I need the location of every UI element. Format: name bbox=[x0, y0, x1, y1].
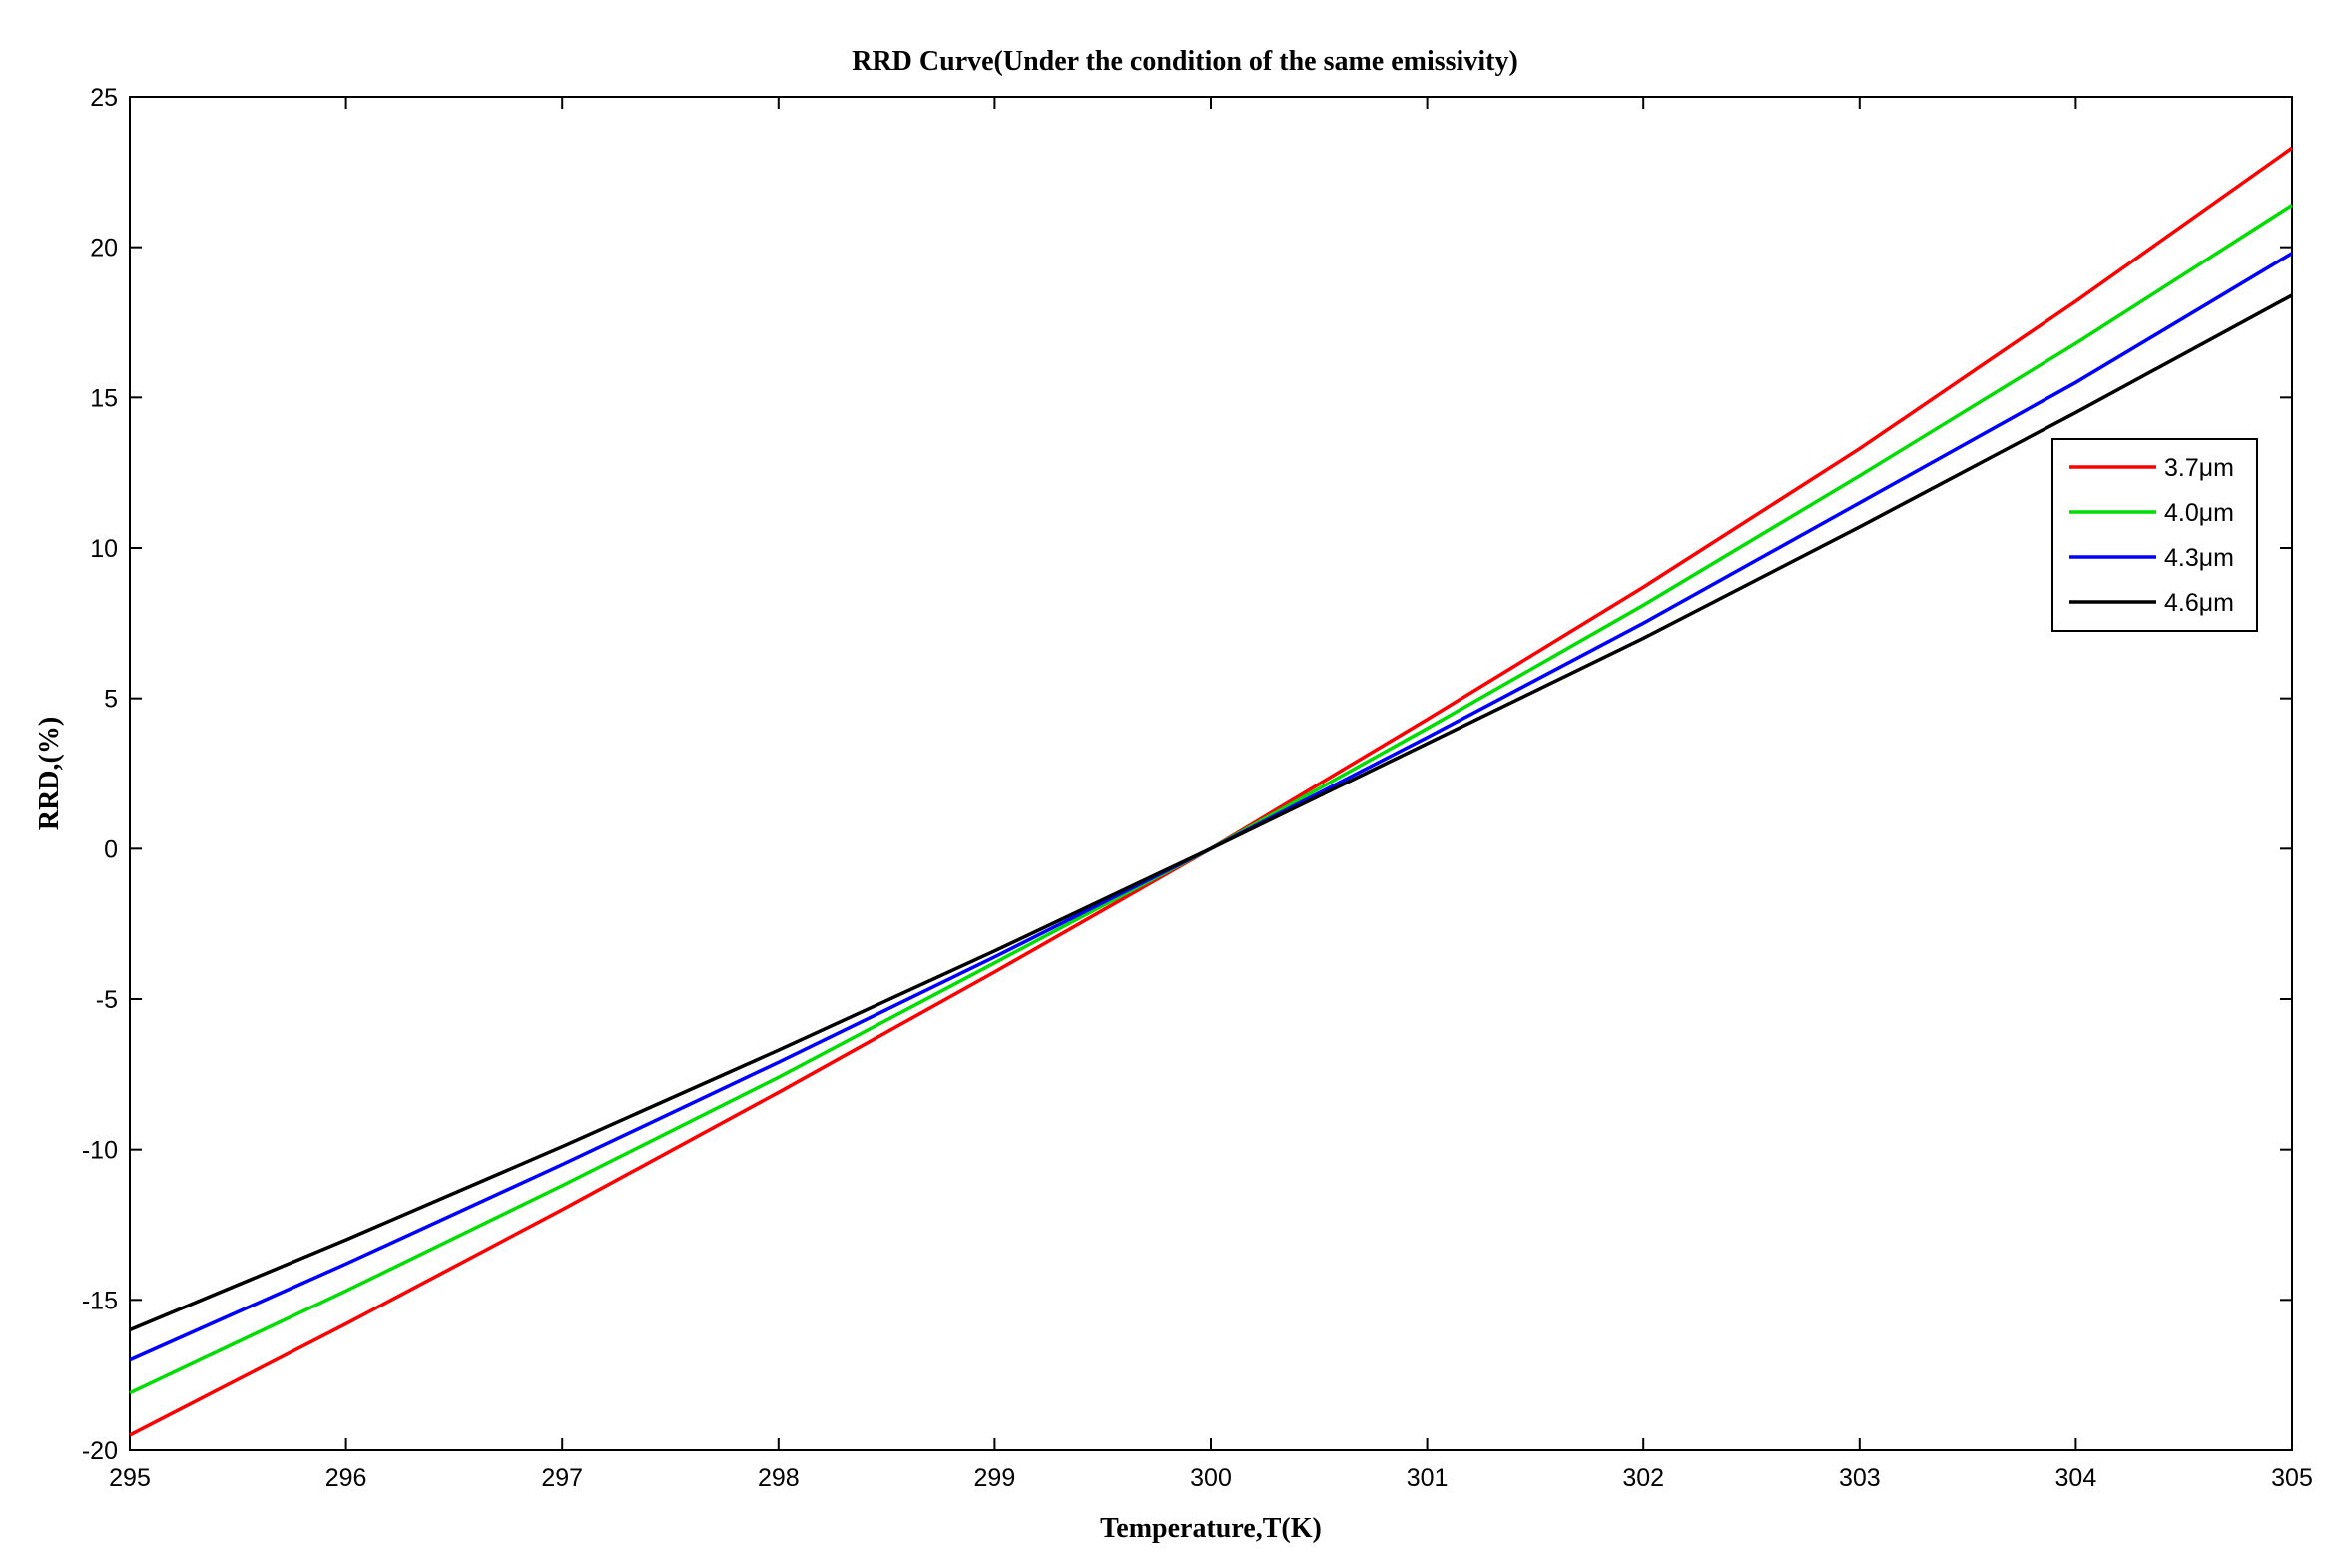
y-tick-label: -10 bbox=[82, 1137, 118, 1165]
legend-label: 3.7μm bbox=[2164, 454, 2234, 482]
x-tick-label: 300 bbox=[1190, 1464, 1232, 1492]
x-tick-label: 304 bbox=[2055, 1464, 2097, 1492]
x-tick-label: 297 bbox=[541, 1464, 583, 1492]
y-tick-label: -15 bbox=[82, 1287, 118, 1314]
x-tick-label: 302 bbox=[1622, 1464, 1664, 1492]
x-tick-label: 301 bbox=[1407, 1464, 1449, 1492]
series-lines bbox=[129, 146, 2294, 1437]
series-line-3 bbox=[129, 293, 2293, 1332]
chart-title: RRD Curve(Under the condition of the sam… bbox=[852, 46, 1518, 77]
legend-label: 4.0μm bbox=[2164, 499, 2234, 527]
y-axis-label: RRD,(%) bbox=[34, 717, 65, 830]
x-axis-label: Temperature,T(K) bbox=[1100, 1513, 1322, 1544]
y-tick-label: 20 bbox=[90, 235, 118, 262]
y-tick-label: 0 bbox=[104, 835, 118, 863]
x-tick-label: 295 bbox=[109, 1464, 151, 1492]
legend: 3.7μm 4.0μm 4.3μm 4.6μm bbox=[2051, 438, 2258, 632]
series-line-0 bbox=[129, 146, 2294, 1437]
legend-label: 4.3μm bbox=[2164, 544, 2234, 572]
axis-ticks: 295 296 297 298 299 300 301 302 303 304 305 -20 -15 -… bbox=[82, 84, 2313, 1492]
legend-label: 4.6μm bbox=[2164, 589, 2234, 617]
plot-area-frame bbox=[129, 96, 2293, 1451]
y-tick-label: 5 bbox=[104, 686, 118, 714]
y-tick-label: 10 bbox=[90, 535, 118, 563]
x-tick-label: 296 bbox=[325, 1464, 367, 1492]
x-tick-label: 298 bbox=[758, 1464, 800, 1492]
x-tick-label: 303 bbox=[1839, 1464, 1881, 1492]
x-tick-label: 299 bbox=[974, 1464, 1016, 1492]
y-tick-label: -5 bbox=[96, 986, 118, 1014]
y-tick-label: 15 bbox=[90, 384, 118, 412]
legend-box bbox=[2051, 438, 2258, 632]
y-tick-label: -20 bbox=[82, 1437, 118, 1465]
y-tick-label: 25 bbox=[90, 84, 118, 112]
x-tick-label: 305 bbox=[2271, 1464, 2313, 1492]
